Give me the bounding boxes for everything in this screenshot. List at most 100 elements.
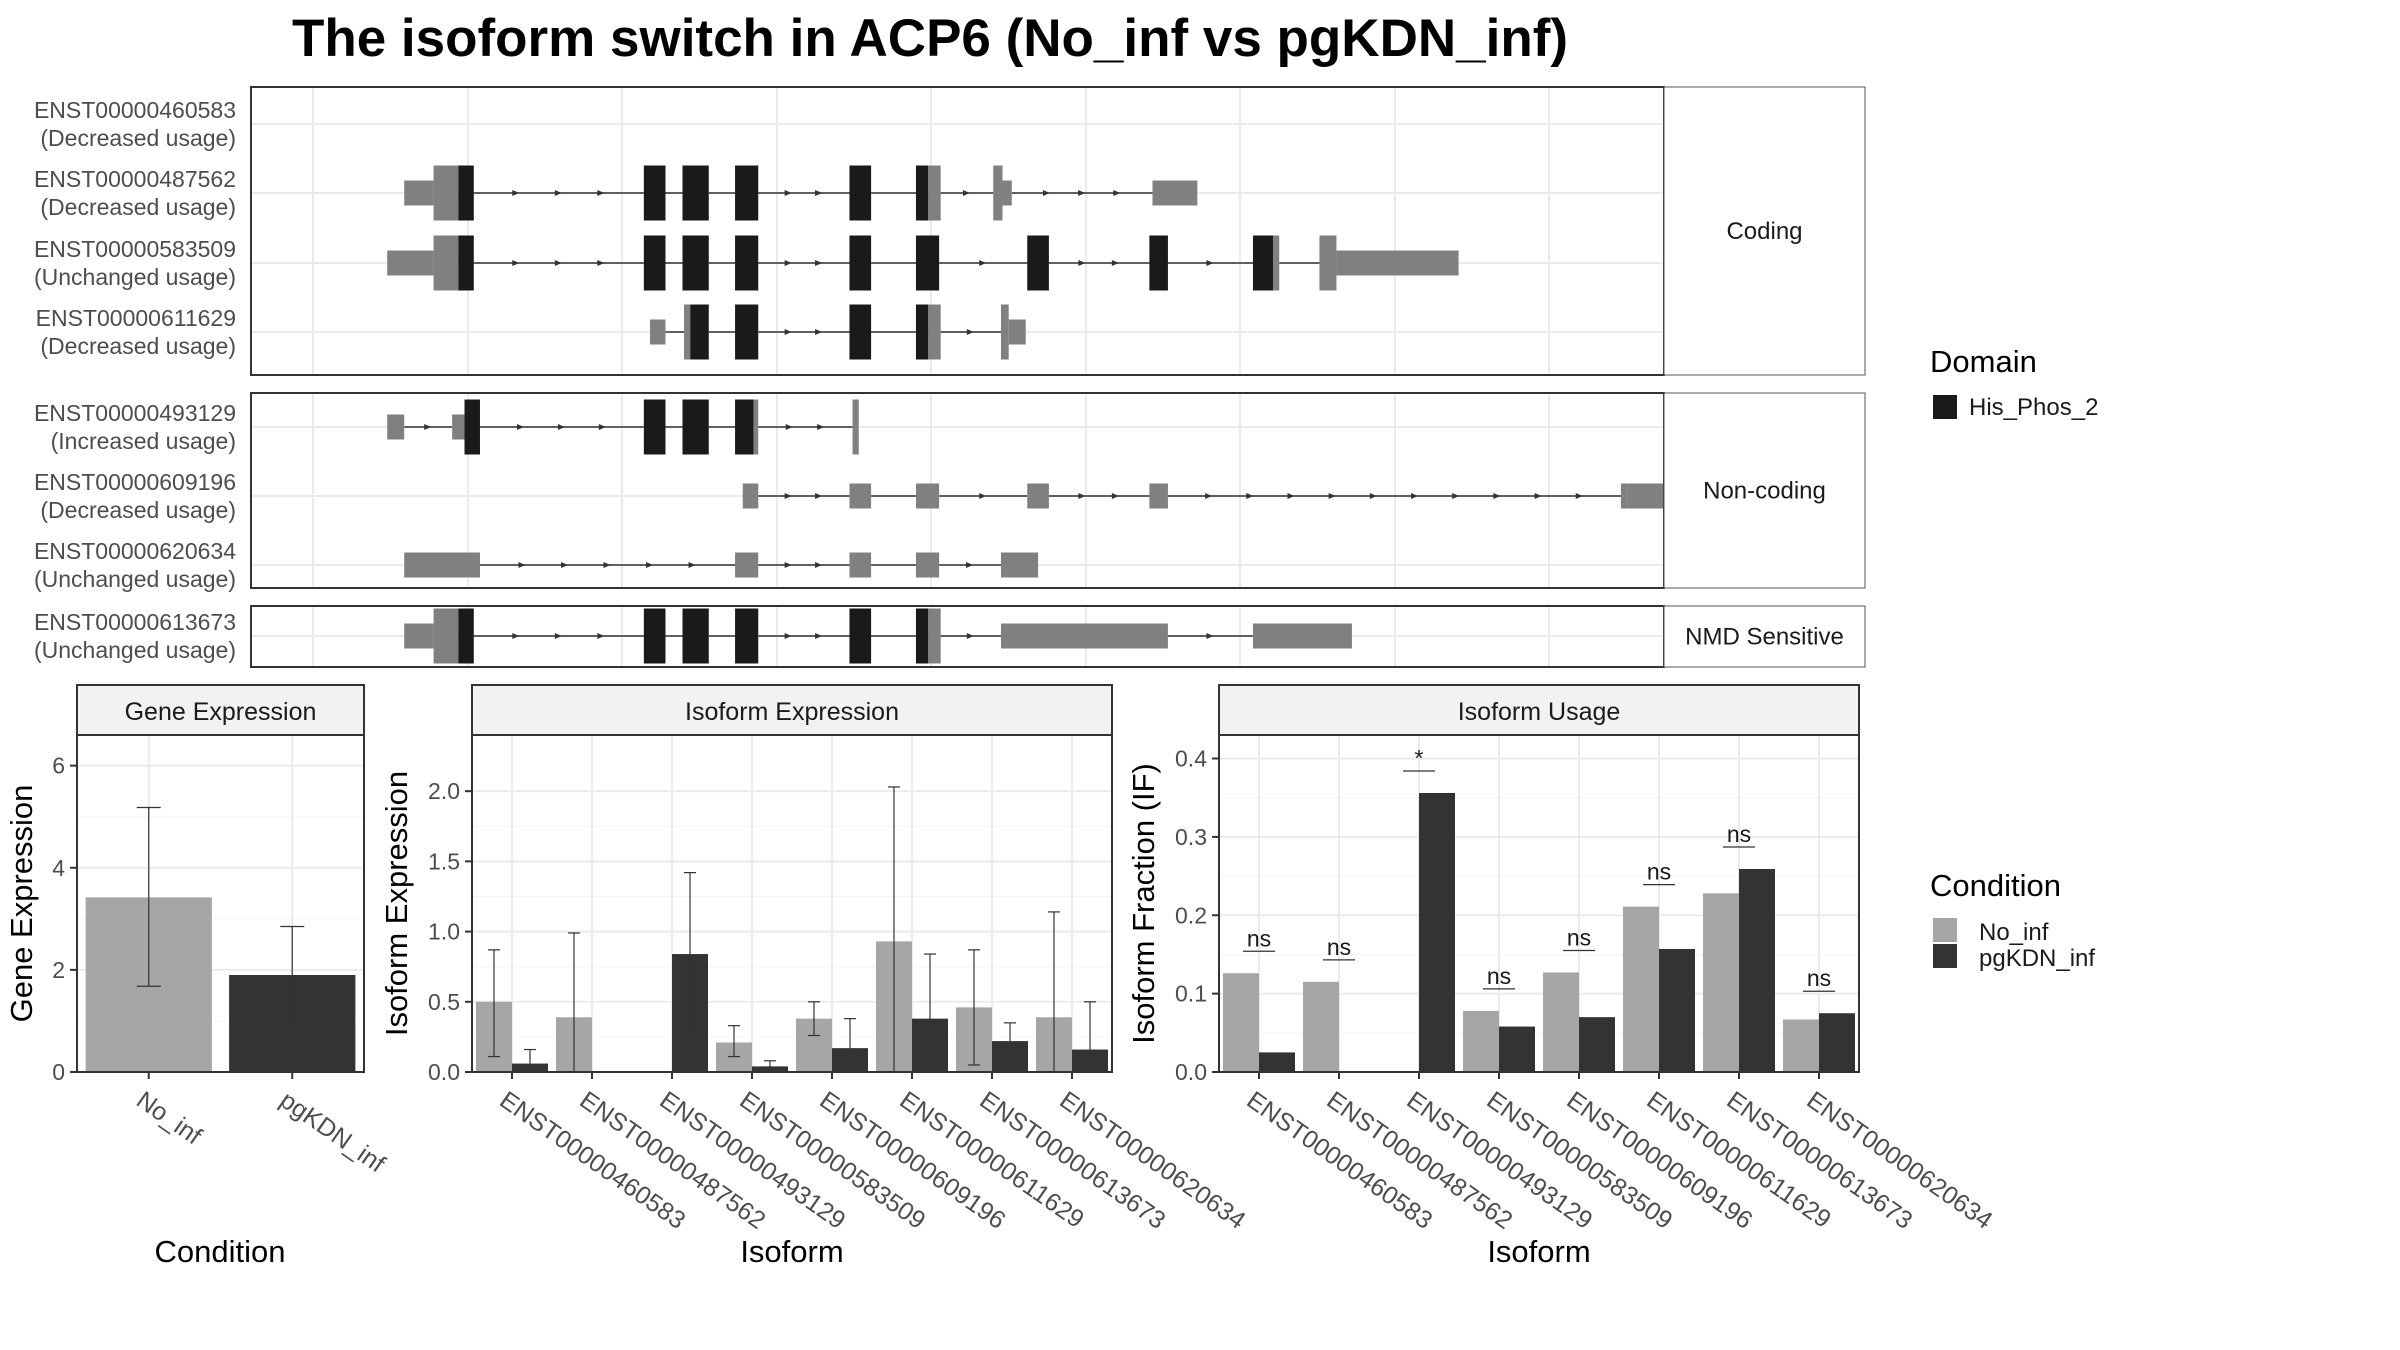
intron-arrow [597,260,605,266]
y-tick-label: 6 [52,753,65,779]
group-strip [1663,605,1866,668]
intron-arrow [815,493,823,499]
bar [1223,973,1259,1072]
domain-exon [735,165,759,221]
intron-arrow [784,633,792,639]
y-tick-label: 0.0 [1175,1059,1207,1085]
significance-label: ns [1247,925,1271,951]
significance-label: ns [1727,821,1751,847]
coding-exon [928,608,941,664]
intron-arrow [597,190,605,196]
legend-swatch [1933,944,1957,968]
legend-label: No_inf [1979,919,2049,946]
structure-panel [251,87,1664,375]
utr-exon [1000,623,1168,649]
domain-exon [735,235,759,291]
domain-exon [643,165,666,221]
intron-arrow [1369,493,1377,499]
intron-arrow [815,329,823,335]
utr-exon [650,319,666,345]
intron-arrow [554,633,562,639]
transcript-id: ENST00000611629 [36,305,236,331]
x-tick-label: pgKDN_inf [275,1086,390,1178]
intron-arrow [560,562,568,568]
x-axis-label: Condition [155,1234,286,1269]
intron-arrow [962,190,970,196]
significance-label: ns [1487,963,1511,989]
domain-exon [690,304,709,360]
transcript-id: ENST00000620634 [34,538,236,564]
x-tick-label: No_inf [131,1086,206,1150]
domain-exon [682,165,709,221]
coding-exon [1273,235,1280,291]
bar [1259,1052,1295,1072]
domain-exon [735,608,759,664]
y-tick-label: 1.0 [428,919,460,945]
coding-exon [433,235,459,291]
intron-arrow [598,424,606,430]
group-label: NMD Sensitive [1685,624,1844,651]
transcript-usage: (Unchanged usage) [34,637,236,663]
bar [1579,1017,1615,1072]
coding-exon [1319,235,1337,291]
bar [1543,972,1579,1072]
panel-strip [1218,684,1860,736]
transcript-id: ENST00000460583 [34,97,236,123]
bar [1783,1019,1819,1072]
intron-arrow [1287,493,1295,499]
intron-arrow [1206,260,1214,266]
transcript-usage: (Unchanged usage) [34,566,236,592]
transcript-usage: (Decreased usage) [40,497,236,523]
transcript-id: ENST00000613673 [34,609,236,635]
transcript-id: ENST00000583509 [34,236,236,262]
intron-arrow [1575,493,1583,499]
intron-arrow [1078,493,1086,499]
bar-panel: Isoform Expression0.00.51.01.52.0ENST000… [379,684,1251,1269]
intron-arrow [1411,493,1419,499]
intron-arrow [554,190,562,196]
transcript-track: ENST00000609196(Decreased usage) [34,469,1688,523]
utr-exon [404,180,434,206]
domain-exon [682,235,709,291]
coding-exon [433,165,459,221]
y-tick-label: 0.0 [428,1059,460,1085]
utr-exon [1252,623,1352,649]
utr-exon [915,552,940,578]
bar [1659,948,1695,1072]
coding-exon [433,608,459,664]
domain-exon [735,399,754,455]
legend-swatch [1933,395,1957,419]
bar [1703,893,1739,1072]
intron-arrow [1078,260,1086,266]
structure-group: ENST00000460583(Decreased usage)ENST0000… [34,86,1866,376]
legend-label: His_Phos_2 [1969,394,2098,421]
intron-arrow [817,424,825,430]
utr-exon [387,250,434,276]
intron-arrow [512,633,520,639]
domain-exon [682,608,709,664]
domain-exon [849,235,872,291]
transcript-usage: (Decreased usage) [40,333,236,359]
legend-swatch [1933,918,1957,942]
utr-exon [1336,250,1459,276]
panel-strip [76,684,365,736]
y-tick-label: 2.0 [428,778,460,804]
transcript-track: ENST00000611629(Decreased usage) [36,304,1026,360]
y-tick-label: 2 [52,957,65,983]
transcript-usage: (Increased usage) [51,428,236,454]
significance-label: * [1415,745,1424,771]
panel-strip [471,684,1113,736]
domain-legend: Domain His_Phos_2 [1930,344,2098,421]
utr-exon [1620,483,1628,509]
intron-arrow [966,562,974,568]
transcript-structure-plot: ENST00000460583(Decreased usage)ENST0000… [34,86,1866,668]
intron-arrow [1205,493,1213,499]
structure-panel [251,393,1664,588]
legend-label: pgKDN_inf [1979,945,2095,972]
intron-arrow [1328,493,1336,499]
intron-arrow [512,260,520,266]
coding-exon [852,399,859,455]
utr-exon [849,483,872,509]
significance-label: ns [1567,924,1591,950]
